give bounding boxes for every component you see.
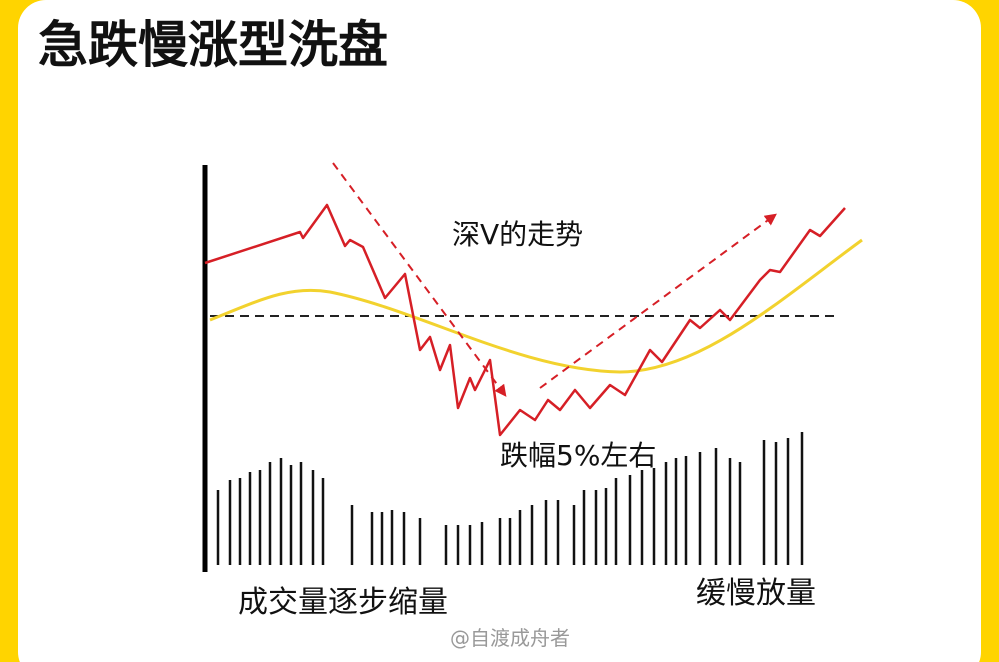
down-arrow — [332, 162, 507, 397]
watermark: @自渡成舟者 — [450, 626, 570, 650]
volume-grow-label: 缓慢放量 — [696, 576, 816, 611]
up-arrow — [539, 213, 777, 389]
volume-bars — [216, 432, 804, 565]
trend-label: 深V的走势 — [452, 218, 583, 251]
moving-average — [209, 238, 863, 374]
title: 急跌慢涨型洗盘 — [38, 16, 388, 74]
volume-shrink-label: 成交量逐步缩量 — [238, 585, 448, 620]
price-line — [204, 203, 846, 437]
drop-label: 跌幅5%左右 — [500, 439, 656, 472]
